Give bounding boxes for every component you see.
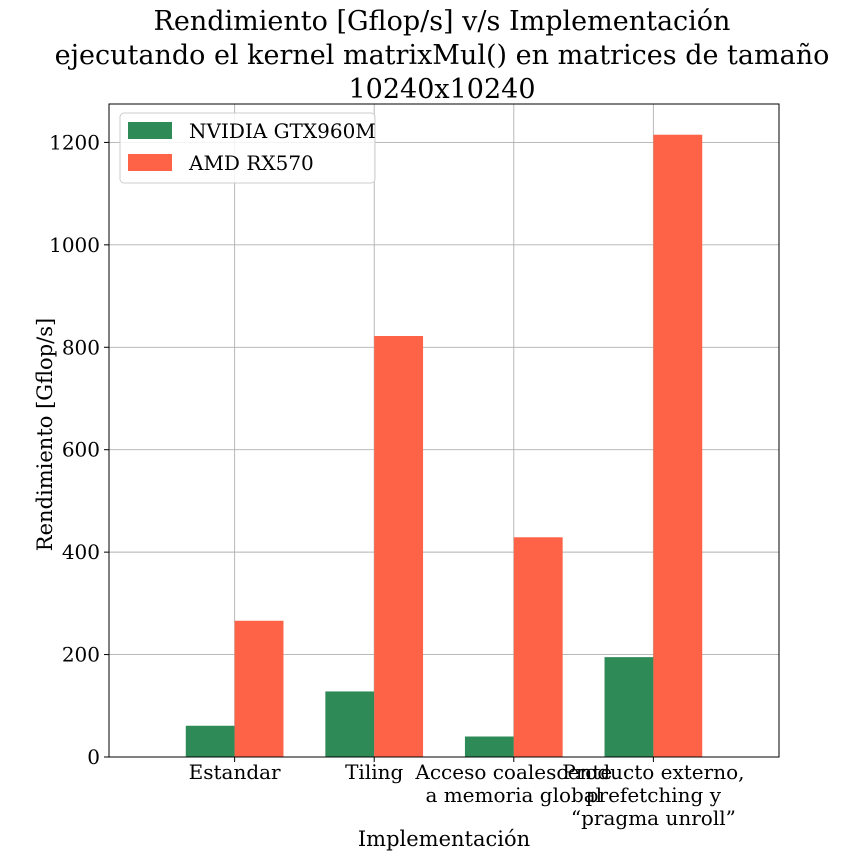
bar-amd-rx570	[653, 134, 703, 757]
x-tick-label: Tiling	[345, 760, 403, 784]
bars	[185, 134, 703, 757]
bar-amd-rx570	[234, 620, 284, 757]
x-axis-label: Implementación	[358, 827, 530, 851]
chart-title-line: 10240x10240	[348, 74, 535, 105]
y-tick-label: 600	[62, 438, 100, 462]
x-tick-label: Acceso coalescente	[414, 760, 612, 784]
bar-nvidia-gtx960m	[464, 736, 514, 757]
bar-nvidia-gtx960m	[325, 691, 375, 757]
y-tick-label: 800	[62, 335, 100, 359]
plot-frame	[108, 103, 780, 758]
bar-amd-rx570	[374, 336, 424, 757]
chart-title-line: Rendimiento [Gflop/s] v/s Implementación	[154, 6, 731, 37]
chart-title: Rendimiento [Gflop/s] v/s Implementación…	[55, 6, 830, 105]
legend: NVIDIA GTX960M AMD RX570	[119, 112, 376, 184]
bar-nvidia-gtx960m	[604, 657, 654, 757]
x-tick-label: Estandar	[189, 760, 281, 784]
chart-title-line: ejecutando el kernel matrixMul() en matr…	[55, 40, 830, 71]
y-tick-label: 0	[87, 745, 100, 769]
x-tick-label: Producto externo,	[562, 760, 744, 784]
y-axis: 0 200 400 600 800 1000 1200	[49, 130, 109, 769]
y-tick-label: 200	[62, 643, 100, 667]
legend-swatch	[128, 154, 172, 171]
y-tick-label: 1200	[49, 130, 100, 154]
bar-nvidia-gtx960m	[185, 725, 235, 757]
bar-amd-rx570	[513, 537, 563, 757]
legend-swatch	[128, 122, 172, 139]
legend-box	[119, 112, 376, 184]
x-tick-label: “pragma unroll”	[571, 806, 736, 830]
x-tick-label: prefetching y	[586, 783, 722, 807]
legend-label: NVIDIA GTX960M	[189, 119, 376, 143]
y-axis-label: Rendimiento [Gflop/s]	[33, 318, 57, 551]
y-tick-label: 400	[62, 540, 100, 564]
legend-label: AMD RX570	[188, 151, 314, 175]
x-tick-label: a memoria global	[425, 783, 602, 807]
y-tick-label: 1000	[49, 233, 100, 257]
